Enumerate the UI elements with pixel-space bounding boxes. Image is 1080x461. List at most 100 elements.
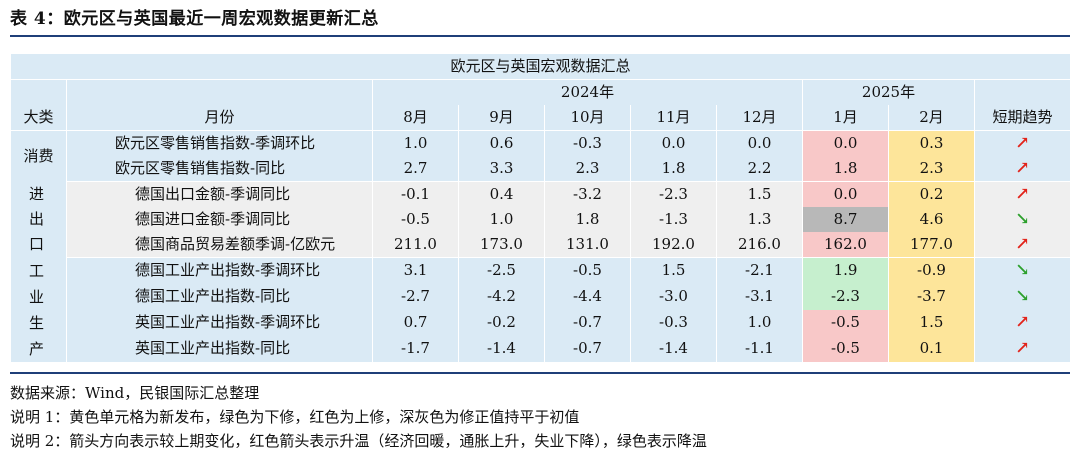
year-2024-header: 2024年 (372, 79, 803, 105)
trend-arrow-icon: ↘ (973, 207, 1072, 232)
value-cell: 1.9 (802, 257, 889, 284)
trend-arrow-icon: ↘ (973, 257, 1072, 284)
trend-arrow-icon: ↗ (973, 232, 1072, 258)
year-2025-header: 2025年 (802, 79, 975, 105)
category-trade: 进出口 (10, 181, 67, 258)
value-cell: -0.5 (544, 257, 631, 284)
value-cell: 3.3 (458, 156, 545, 182)
arrow-up-right-icon: ↗ (1015, 338, 1030, 359)
value-cell: 0.1 (888, 335, 975, 362)
month-header-cell: 8月 (372, 105, 459, 131)
month-header-cell: 11月 (630, 105, 717, 131)
value-cell: -3.1 (716, 283, 803, 310)
value-cell: 162.0 (802, 232, 889, 258)
value-cell: 1.8 (630, 156, 717, 182)
category-consumption: 消费 (10, 130, 67, 182)
arrow-down-right-icon: ↘ (1015, 286, 1030, 307)
value-cell: 0.0 (630, 130, 717, 156)
value-cell: -0.2 (458, 309, 545, 336)
trend-arrow-icon: ↗ (973, 335, 1072, 362)
value-cell: -0.5 (372, 207, 459, 232)
value-cell: -3.7 (888, 283, 975, 310)
value-cell: 0.0 (802, 181, 889, 207)
table-caption: 欧元区与英国宏观数据汇总 (9, 54, 1072, 80)
value-cell: 2.3 (544, 156, 631, 182)
category-industry: 工业生产 (10, 257, 67, 362)
trend-arrow-icon: ↗ (973, 181, 1072, 207)
note-2: 说明 2：箭头方向表示较上期变化，红色箭头表示升温（经济回暖，通胀上升，失业下降… (10, 432, 707, 450)
value-cell: 0.0 (802, 130, 889, 156)
value-cell: 1.0 (458, 207, 545, 232)
value-cell: -2.5 (458, 257, 545, 284)
value-cell: 173.0 (458, 232, 545, 258)
category-trade-label: 进出口 (28, 185, 48, 253)
value-cell: 192.0 (630, 232, 717, 258)
table-title: 表 4：欧元区与英国最近一周宏观数据更新汇总 (10, 9, 379, 29)
value-cell: -1.4 (458, 335, 545, 362)
value-cell: -4.2 (458, 283, 545, 310)
bottom-rule (10, 372, 1070, 374)
month-header-cell: 1月 (802, 105, 889, 131)
value-cell: 2.2 (716, 156, 803, 182)
indicator-name: 英国工业产出指数-同比 (66, 335, 373, 362)
value-cell: 1.5 (716, 181, 803, 207)
arrow-down-right-icon: ↘ (1015, 260, 1030, 281)
value-cell: 3.1 (372, 257, 459, 284)
macro-data-table: 欧元区与英国宏观数据汇总 2024年 2025年 大类 月份 8月 9月 10月… (9, 54, 1072, 362)
value-cell: -0.5 (802, 335, 889, 362)
arrow-up-right-icon: ↗ (1015, 184, 1030, 204)
value-cell: -3.0 (630, 283, 717, 310)
value-cell: 0.6 (458, 130, 545, 156)
indicator-name: 德国出口金额-季调同比 (66, 181, 373, 207)
indicator-name: 欧元区零售销售指数-季调环比 (66, 130, 373, 156)
indicator-name: 德国工业产出指数-同比 (66, 283, 373, 310)
trend-header: 短期趋势 (973, 105, 1072, 131)
value-cell: 1.8 (544, 207, 631, 232)
value-cell: 0.2 (888, 181, 975, 207)
value-cell: -1.4 (630, 335, 717, 362)
month-header: 月份 (66, 105, 373, 131)
value-cell: -0.7 (544, 335, 631, 362)
value-cell: 0.0 (716, 130, 803, 156)
indicator-name: 德国工业产出指数-季调环比 (66, 257, 373, 284)
value-cell: 1.0 (372, 130, 459, 156)
value-cell: -1.1 (716, 335, 803, 362)
value-cell: 211.0 (372, 232, 459, 258)
source-note: 数据来源：Wind，民银国际汇总整理 (10, 384, 260, 402)
month-header-cell: 9月 (458, 105, 545, 131)
value-cell: -0.5 (802, 309, 889, 336)
value-cell: -2.3 (802, 283, 889, 310)
value-cell: 2.3 (888, 156, 975, 182)
value-cell: 0.7 (372, 309, 459, 336)
arrow-up-right-icon: ↗ (1015, 312, 1030, 333)
value-cell: -0.7 (544, 309, 631, 336)
value-cell: 1.5 (630, 257, 717, 284)
value-cell: -0.3 (544, 130, 631, 156)
category-header: 大类 (10, 105, 67, 131)
value-cell: 1.3 (716, 207, 803, 232)
value-cell: 1.8 (802, 156, 889, 182)
trend-arrow-icon: ↗ (973, 309, 1072, 336)
note-1: 说明 1：黄色单元格为新发布，绿色为下修，红色为上修，深灰色为修正值持平于初值 (10, 408, 580, 426)
indicator-name: 德国商品贸易差额季调-亿欧元 (66, 232, 373, 258)
value-cell: 4.6 (888, 207, 975, 232)
indicator-name: 英国工业产出指数-季调环比 (66, 309, 373, 336)
value-cell: 216.0 (716, 232, 803, 258)
value-cell: 1.5 (888, 309, 975, 336)
value-cell: 177.0 (888, 232, 975, 258)
indicator-name: 欧元区零售销售指数-同比 (66, 156, 373, 182)
indicator-name: 德国进口金额-季调同比 (66, 207, 373, 232)
arrow-down-right-icon: ↘ (1015, 209, 1030, 229)
top-rule (10, 35, 1070, 37)
value-cell: -4.4 (544, 283, 631, 310)
value-cell: 0.3 (888, 130, 975, 156)
value-cell: -0.1 (372, 181, 459, 207)
value-cell: -1.3 (630, 207, 717, 232)
value-cell: 1.0 (716, 309, 803, 336)
value-cell: -0.3 (630, 309, 717, 336)
value-cell: 131.0 (544, 232, 631, 258)
value-cell: -1.7 (372, 335, 459, 362)
trend-arrow-icon: ↘ (973, 283, 1072, 310)
arrow-up-right-icon: ↗ (1015, 158, 1030, 178)
value-cell: 0.4 (458, 181, 545, 207)
